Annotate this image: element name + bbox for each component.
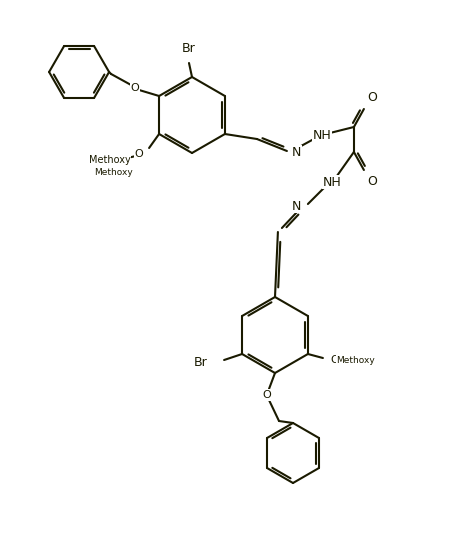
Text: N: N [292,199,301,213]
Text: O: O [330,355,339,365]
Text: Methoxy: Methoxy [89,155,131,165]
Text: O: O [263,390,271,400]
Text: Methoxy: Methoxy [337,355,375,365]
Text: Methoxy: Methoxy [94,168,132,177]
Text: NH: NH [323,175,341,189]
Text: NH: NH [313,129,331,142]
Text: O: O [367,175,377,188]
Text: Br: Br [193,355,207,368]
Text: O: O [367,91,377,104]
Text: Br: Br [182,42,196,55]
Text: O: O [131,83,140,93]
Text: O: O [135,149,143,159]
Text: N: N [292,146,301,159]
